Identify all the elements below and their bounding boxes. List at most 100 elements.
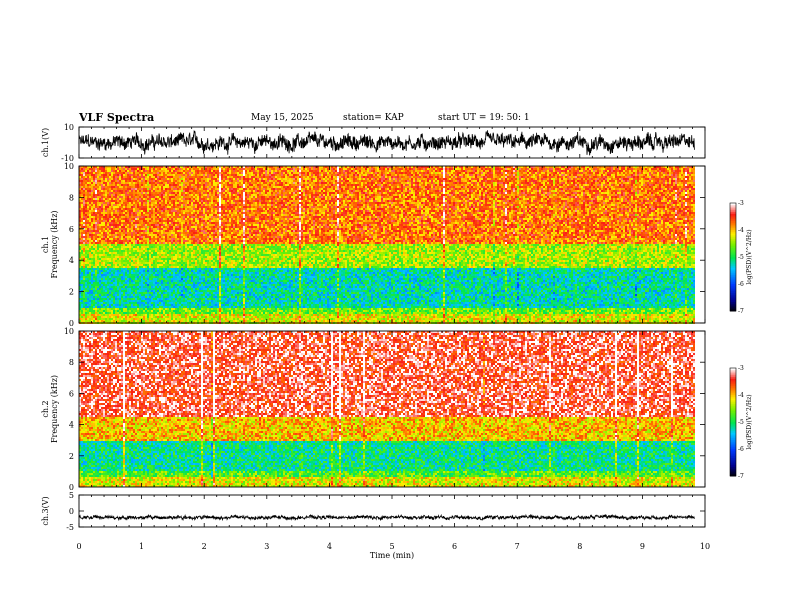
spectrogram-cell	[623, 180, 625, 182]
spectrogram-cell	[267, 170, 269, 172]
spectrogram-cell	[183, 186, 185, 188]
spectrogram-cell	[581, 168, 583, 170]
spectrogram-cell	[345, 168, 347, 170]
spectrogram-cell	[549, 170, 551, 172]
spectrogram-cell	[657, 182, 659, 184]
spectrogram-cell	[605, 180, 607, 182]
spectrogram-cell	[205, 184, 207, 186]
spectrogram-cell	[265, 184, 267, 186]
spectrogram-cell	[123, 172, 125, 174]
spectrogram-cell	[545, 184, 547, 186]
spectrogram-cell	[471, 174, 473, 176]
spectrogram-cell	[597, 168, 599, 170]
spectrogram-cell	[533, 188, 535, 190]
spectrogram-cell	[383, 182, 385, 184]
spectrogram-cell	[273, 168, 275, 170]
spectrogram-cell	[413, 186, 415, 188]
spectrogram-cell	[261, 176, 263, 178]
spectrogram-cell	[527, 182, 529, 184]
spectrogram-cell	[309, 172, 311, 174]
spectrogram-cell	[489, 170, 491, 172]
spectrogram-cell	[525, 188, 527, 190]
spectrogram-cell	[443, 182, 445, 184]
spectrogram-cell	[147, 178, 149, 180]
spectrogram-cell	[497, 168, 499, 170]
spectrogram-cell	[569, 178, 571, 180]
spectrogram-cell	[431, 184, 433, 186]
spectrogram-cell	[437, 172, 439, 174]
spectrogram-cell	[103, 178, 105, 180]
spectrogram-cell	[565, 188, 567, 190]
spectrogram-cell	[609, 174, 611, 176]
spectrogram-cell	[319, 174, 321, 176]
spectrogram-cell	[485, 180, 487, 182]
spectrogram-cell	[559, 172, 561, 174]
spectrogram-cell	[395, 170, 397, 172]
spectrogram-cell	[301, 178, 303, 180]
spectrogram-cell	[643, 178, 645, 180]
spectrogram-cell	[647, 172, 649, 174]
spectrogram-cell	[439, 176, 441, 178]
spectrogram-cell	[661, 186, 663, 188]
spectrogram-cell	[341, 184, 343, 186]
spectrogram-cell	[613, 170, 615, 172]
spectrogram-cell	[605, 170, 607, 172]
spectrogram-cell	[463, 186, 465, 188]
spectrogram-cell	[461, 188, 463, 190]
spectrogram-cell	[647, 168, 649, 170]
spectrogram-cell	[437, 170, 439, 172]
spectrogram-cell	[145, 172, 147, 174]
spectrogram-cell	[135, 182, 137, 184]
spectrogram-cell	[567, 186, 569, 188]
spectrogram-cell	[593, 186, 595, 188]
spectrogram-cell	[177, 184, 179, 186]
spectrogram-cell	[117, 190, 119, 192]
spectrogram-cell	[479, 170, 481, 172]
spectrogram-cell	[407, 172, 409, 174]
spectrogram-cell	[495, 180, 497, 182]
spectrogram-cell	[549, 188, 551, 190]
spectrogram-cell	[671, 184, 673, 186]
spectrogram-cell	[83, 170, 85, 172]
spectrogram-cell	[611, 168, 613, 170]
spectrogram-cell	[147, 186, 149, 188]
spectrogram-cell	[621, 174, 623, 176]
spectrogram-cell	[591, 176, 593, 178]
spectrogram-cell	[437, 182, 439, 184]
spectrogram-cell	[467, 186, 469, 188]
spectrogram-cell	[171, 190, 173, 192]
spectrogram-cell	[97, 180, 99, 182]
spectrogram-cell	[203, 184, 205, 186]
spectrogram-cell	[499, 168, 501, 170]
spectrogram-cell	[253, 188, 255, 190]
spectrogram-cell	[283, 180, 285, 182]
spectrogram-cell	[561, 184, 563, 186]
spectrogram-cell	[683, 180, 685, 182]
spectrogram-cell	[575, 184, 577, 186]
spectrogram-cell	[89, 174, 91, 176]
spectrogram-cell	[551, 188, 553, 190]
spectrogram-cell	[239, 184, 241, 186]
spectrogram-cell	[269, 168, 271, 170]
spectrogram-cell	[349, 178, 351, 180]
spectrogram-cell	[589, 176, 591, 178]
spectrogram-cell	[691, 170, 693, 172]
spectrogram-cell	[369, 170, 371, 172]
spectrogram-cell	[87, 176, 89, 178]
spectrogram-cell	[551, 180, 553, 182]
spectrogram-cell	[585, 170, 587, 172]
spectrogram-cell	[101, 168, 103, 170]
spectrogram-cell	[401, 172, 403, 174]
spectrogram-cell	[603, 184, 605, 186]
spectrogram-cell	[145, 188, 147, 190]
spectrogram-cell	[419, 176, 421, 178]
spectrogram-cell	[423, 176, 425, 178]
spectrogram-cell	[101, 186, 103, 188]
spectrogram-cell	[371, 176, 373, 178]
spectrogram-cell	[439, 188, 441, 190]
spectrogram-cell	[223, 184, 225, 186]
spectrogram-cell	[579, 184, 581, 186]
spectrogram-cell	[669, 180, 671, 182]
spectrogram-cell	[187, 170, 189, 172]
spectrogram-cell	[503, 178, 505, 180]
